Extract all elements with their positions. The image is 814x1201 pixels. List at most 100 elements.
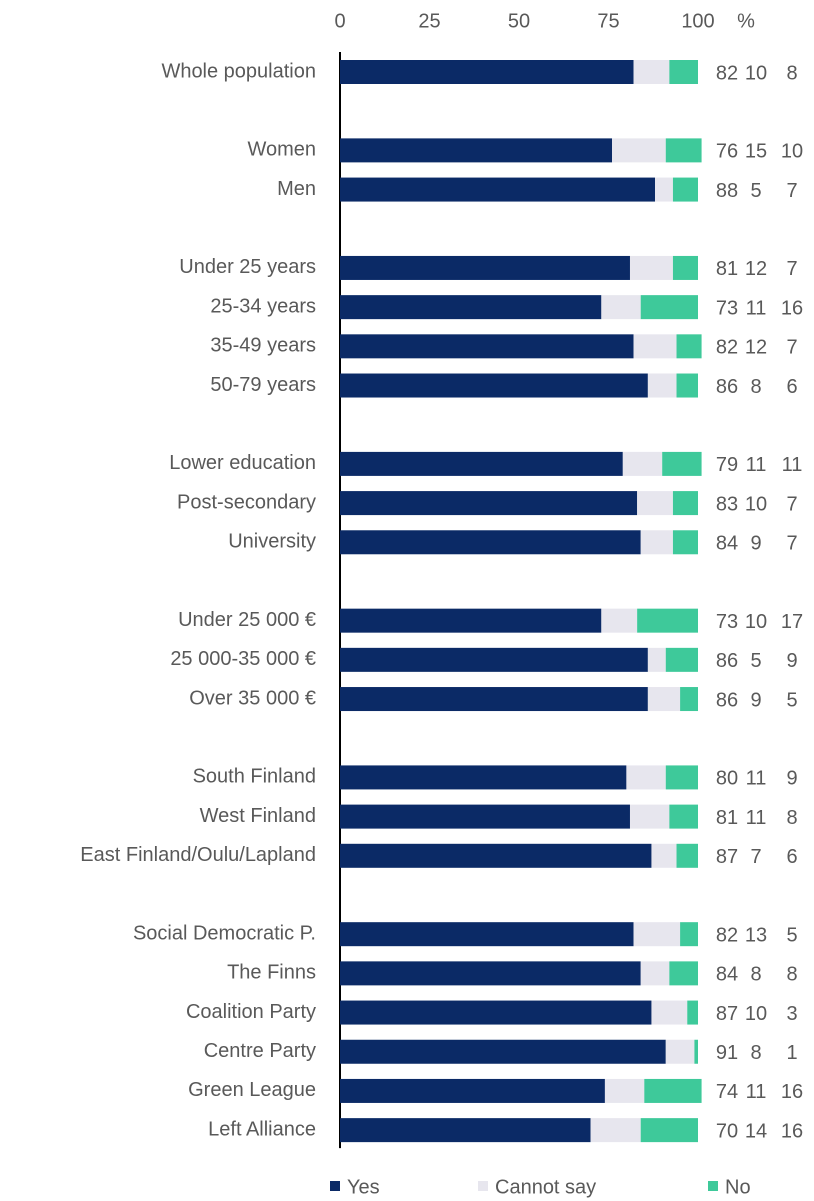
value-label: 8 xyxy=(786,62,797,84)
y-tick-label: West Finland xyxy=(200,805,316,827)
bar-segment xyxy=(340,1078,605,1103)
value-label: 70 xyxy=(716,1120,738,1142)
bar-segment xyxy=(340,608,602,633)
value-label: 7 xyxy=(786,337,797,359)
legend-label: No xyxy=(725,1176,751,1198)
bar-segment xyxy=(640,295,698,320)
value-label: 86 xyxy=(716,689,738,711)
bar-segment xyxy=(640,530,673,555)
value-label: 7 xyxy=(786,533,797,555)
bar-segment xyxy=(604,1078,645,1103)
value-label: 6 xyxy=(786,376,797,398)
y-tick-label: Men xyxy=(277,178,316,200)
x-axis-unit: % xyxy=(737,10,755,32)
bar-segment xyxy=(680,687,698,712)
y-tick-label: University xyxy=(228,531,316,553)
y-tick-label: Lower education xyxy=(169,452,316,474)
bar-segment xyxy=(637,491,673,516)
bar-segment xyxy=(340,647,648,672)
y-tick-label: Social Democratic P. xyxy=(133,922,316,944)
value-label: 10 xyxy=(745,62,767,84)
value-label: 11 xyxy=(746,768,767,790)
value-label: 8 xyxy=(786,807,797,829)
bar-segment xyxy=(629,804,670,829)
value-label: 84 xyxy=(716,964,738,986)
y-tick-label: 25-34 years xyxy=(210,295,316,317)
value-label: 7 xyxy=(750,846,761,868)
bar-segment xyxy=(672,491,698,516)
value-label: 5 xyxy=(786,924,797,946)
value-label: 16 xyxy=(781,297,803,319)
value-label: 74 xyxy=(716,1081,738,1103)
x-tick-label: 50 xyxy=(508,10,530,32)
y-tick-label: Post-secondary xyxy=(177,491,316,513)
y-tick-label: Under 25 000 € xyxy=(178,609,316,631)
legend-label: Yes xyxy=(347,1176,380,1198)
value-label: 79 xyxy=(716,454,738,476)
y-tick-label: Over 35 000 € xyxy=(189,687,316,709)
value-label: 7 xyxy=(786,180,797,202)
bar-segment xyxy=(340,138,613,163)
value-label: 11 xyxy=(746,807,767,829)
bar-segment xyxy=(340,334,634,359)
y-tick-label: Women xyxy=(247,139,316,161)
value-label: 15 xyxy=(745,141,767,163)
value-label: 14 xyxy=(745,1120,767,1142)
value-label: 16 xyxy=(781,1120,803,1142)
bar-segment xyxy=(590,1118,641,1143)
legend-swatch xyxy=(478,1181,488,1191)
bar-segment xyxy=(647,373,677,398)
bar-segment xyxy=(669,961,698,986)
y-tick-label: Centre Party xyxy=(204,1040,316,1062)
bar-segment xyxy=(672,255,698,280)
value-label: 10 xyxy=(745,493,767,515)
bar-segment xyxy=(640,961,670,986)
value-label: 17 xyxy=(781,611,803,633)
value-label: 8 xyxy=(750,964,761,986)
value-label: 12 xyxy=(745,337,767,359)
value-label: 10 xyxy=(745,1003,767,1025)
value-label: 5 xyxy=(750,650,761,672)
bar-segment xyxy=(676,373,698,398)
bar-segment xyxy=(637,608,698,633)
value-label: 86 xyxy=(716,376,738,398)
bar-segment xyxy=(340,1000,652,1025)
bar-segment xyxy=(633,334,677,359)
bar-segment xyxy=(647,687,681,712)
value-label: 73 xyxy=(716,297,738,319)
bar-segment xyxy=(644,1078,702,1103)
bar-segment xyxy=(601,295,641,320)
bar-segment xyxy=(340,451,623,476)
legend-label: Cannot say xyxy=(495,1176,596,1198)
bar-segment xyxy=(340,1118,591,1143)
bar-segment xyxy=(633,60,670,84)
bar-segment xyxy=(340,255,630,280)
value-label: 16 xyxy=(781,1081,803,1103)
value-label: 82 xyxy=(716,924,738,946)
value-label: 5 xyxy=(750,180,761,202)
bar-segment xyxy=(647,647,666,672)
value-label: 9 xyxy=(786,650,797,672)
bar-segment xyxy=(340,922,634,947)
value-label: 82 xyxy=(716,62,738,84)
bar-segment xyxy=(601,608,638,633)
bar-segment xyxy=(669,60,698,84)
bar-segment xyxy=(665,765,698,790)
value-label: 5 xyxy=(786,689,797,711)
legend-swatch xyxy=(330,1181,340,1191)
value-label: 83 xyxy=(716,493,738,515)
value-label: 10 xyxy=(781,141,803,163)
x-tick-label: 75 xyxy=(597,10,619,32)
bar-segment xyxy=(340,373,648,398)
y-tick-label: Whole population xyxy=(161,60,316,82)
bar-segment xyxy=(676,334,702,359)
value-label: 81 xyxy=(716,807,738,829)
y-tick-label: Coalition Party xyxy=(186,1001,316,1023)
bar-segment xyxy=(340,177,656,202)
value-label: 73 xyxy=(716,611,738,633)
bar-segment xyxy=(340,1039,666,1064)
bar-segment xyxy=(687,1000,698,1025)
bar-segment xyxy=(340,530,641,555)
value-label: 86 xyxy=(716,650,738,672)
